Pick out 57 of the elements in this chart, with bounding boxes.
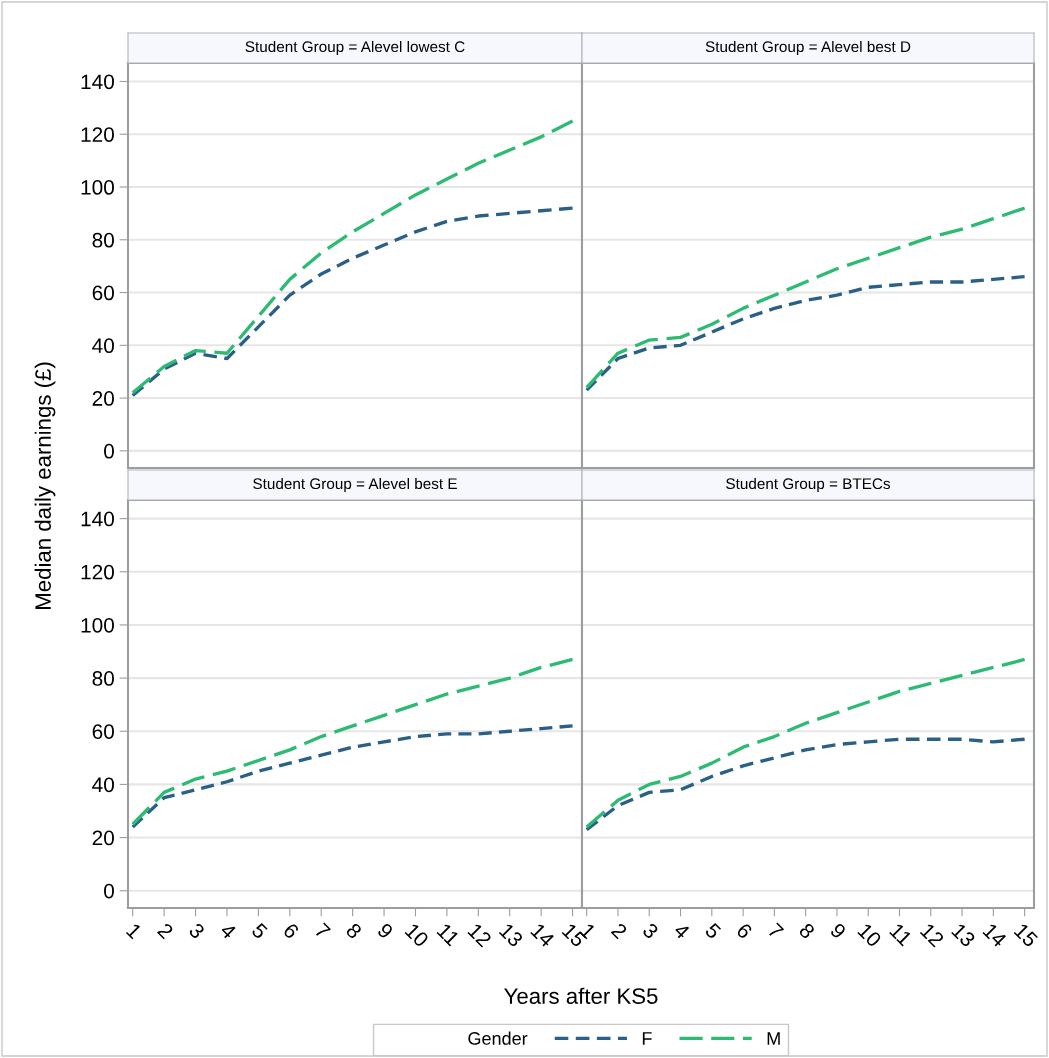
y-tick-label: 20	[92, 391, 114, 406]
x-tick-label: 9	[829, 922, 847, 940]
x-tick-label: 8	[798, 922, 816, 940]
y-axis-title: Median daily earnings (£)	[34, 362, 56, 609]
x-tick-label: 7	[314, 922, 331, 940]
x-tick-label: 12	[467, 922, 493, 948]
x-tick-label: 1	[125, 922, 143, 940]
chart-title: Student Group = BTECs	[726, 477, 891, 493]
y-tick-label: 60	[92, 724, 114, 739]
y-tick-label: 100	[81, 180, 114, 195]
y-tick-label: 40	[92, 777, 114, 793]
y-tick-label: 20	[92, 830, 114, 846]
x-tick-label: 13	[498, 922, 524, 948]
line-series	[131, 206, 575, 398]
legend-label: M	[767, 1032, 780, 1045]
y-tick-label: 140	[81, 511, 114, 527]
x-tick-label: 2	[610, 922, 628, 940]
x-tick-label: 7	[767, 922, 785, 940]
x-tick-label: 11	[889, 922, 913, 947]
legend-label: F	[642, 1032, 652, 1045]
y-tick-label: 100	[81, 617, 114, 633]
x-tick-label: 6	[282, 922, 300, 940]
x-tick-label: 2	[156, 922, 174, 940]
chart-title: Student Group = Alevel best D	[705, 40, 911, 56]
x-tick-label: 3	[188, 922, 206, 940]
x-tick-label: 5	[250, 922, 269, 940]
line-series	[131, 119, 575, 395]
y-tick-label: 0	[104, 883, 114, 899]
x-axis-title: Years after KS5	[504, 987, 658, 1004]
line-series	[131, 724, 575, 829]
chart-title: Student Group = Alevel lowest C	[245, 40, 465, 56]
y-tick-label: 40	[92, 338, 114, 354]
x-tick-label: 10	[404, 922, 430, 948]
y-tick-label: 0	[104, 443, 114, 459]
y-tick-label: 120	[81, 127, 114, 142]
y-tick-label: 80	[92, 671, 114, 686]
x-tick-label: 15	[1013, 922, 1039, 948]
x-tick-label: 10	[857, 922, 883, 948]
x-tick-label: 9	[376, 922, 394, 940]
x-tick-label: 4	[672, 922, 691, 940]
x-tick-label: 8	[345, 922, 363, 940]
legend-title: Gender	[468, 1031, 528, 1045]
x-tick-label: 6	[735, 922, 754, 940]
y-tick-label: 60	[92, 285, 114, 301]
y-tick-label: 140	[81, 74, 114, 90]
x-tick-label: 4	[219, 922, 237, 940]
x-tick-label: 3	[641, 922, 660, 940]
x-tick-label: 14	[530, 922, 556, 948]
y-tick-label: 120	[81, 564, 114, 580]
x-tick-label: 13	[951, 922, 977, 948]
x-tick-label: 5	[704, 922, 722, 940]
chart-title: Student Group = Alevel best E	[253, 477, 457, 493]
x-tick-label: 14	[982, 922, 1008, 948]
x-tick-label: 12	[919, 922, 945, 948]
line-series	[131, 657, 575, 826]
y-tick-label: 80	[92, 232, 114, 248]
x-tick-label: 11	[436, 922, 461, 947]
